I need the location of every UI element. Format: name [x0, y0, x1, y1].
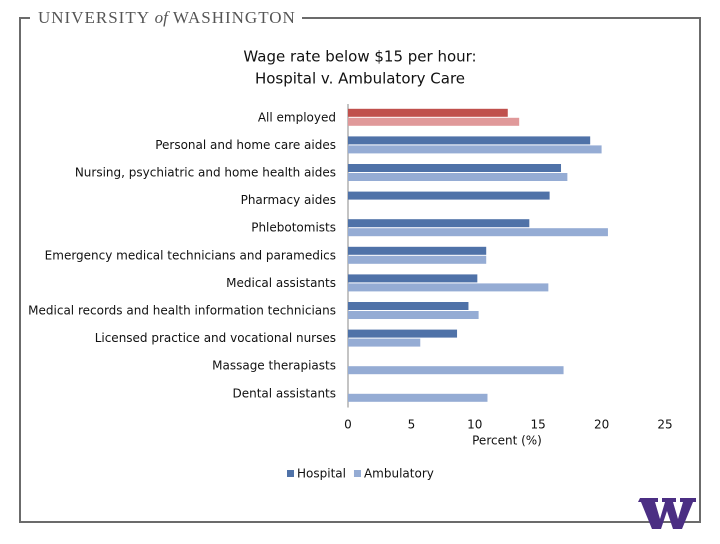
bar	[348, 246, 487, 255]
bar	[348, 329, 458, 338]
y-tick-label: Nursing, psychiatric and home health aid…	[75, 166, 336, 180]
x-tick-label: 10	[467, 418, 482, 432]
chart-title: Hospital v. Ambulatory Care	[255, 70, 465, 88]
bar	[348, 311, 479, 319]
y-tick-label: Massage therapiasts	[212, 359, 336, 373]
bar	[348, 108, 508, 117]
x-tick-label: 5	[408, 418, 416, 432]
legend-label: Hospital	[297, 467, 346, 481]
y-tick-label: Phlebotomists	[251, 221, 336, 235]
bar	[348, 191, 550, 200]
bar	[348, 255, 487, 264]
bar	[348, 145, 602, 154]
y-tick-label: Emergency medical technicians and parame…	[45, 248, 336, 262]
header-university: UNIVERSITY	[38, 8, 149, 27]
y-tick-label: Pharmacy aides	[241, 193, 336, 207]
y-tick-label: Medical assistants	[226, 276, 336, 290]
plot: 0 5 10 15 20 25 All employed Personal and home …	[28, 104, 673, 481]
x-axis-label: Percent (%)	[472, 434, 542, 448]
header-title: UNIVERSITY of WASHINGTON	[38, 8, 296, 27]
x-tick-label: 15	[531, 418, 546, 432]
bar	[348, 117, 520, 126]
bar	[348, 274, 478, 283]
slide-border	[19, 17, 701, 523]
x-tick-label: 0	[344, 418, 352, 432]
y-tick-label: All employed	[258, 110, 336, 124]
bar	[348, 228, 608, 237]
bar	[348, 219, 530, 228]
y-tick-label: Personal and home care aides	[155, 138, 336, 152]
bar	[348, 136, 591, 145]
x-tick-label: 20	[594, 418, 609, 432]
header-mask	[30, 6, 302, 30]
uw-logo	[638, 498, 696, 529]
bar	[348, 164, 562, 172]
bar	[348, 338, 421, 347]
x-tick-label: 25	[657, 418, 672, 432]
chart-title: Wage rate below $15 per hour:	[243, 48, 476, 66]
header-of: of	[155, 8, 171, 27]
y-tick-label: Medical records and health information t…	[28, 304, 336, 318]
legend-swatch	[353, 470, 361, 477]
y-tick-label: Dental assistants	[233, 386, 337, 400]
bar	[348, 173, 568, 181]
bar	[348, 393, 488, 402]
header-washington: WASHINGTON	[173, 8, 296, 27]
y-tick-label: Licensed practice and vocational nurses	[95, 331, 336, 345]
bar	[348, 366, 564, 375]
bar	[348, 283, 549, 292]
legend-swatch	[287, 470, 294, 477]
legend-label: Ambulatory	[364, 467, 434, 481]
bar	[348, 302, 469, 310]
